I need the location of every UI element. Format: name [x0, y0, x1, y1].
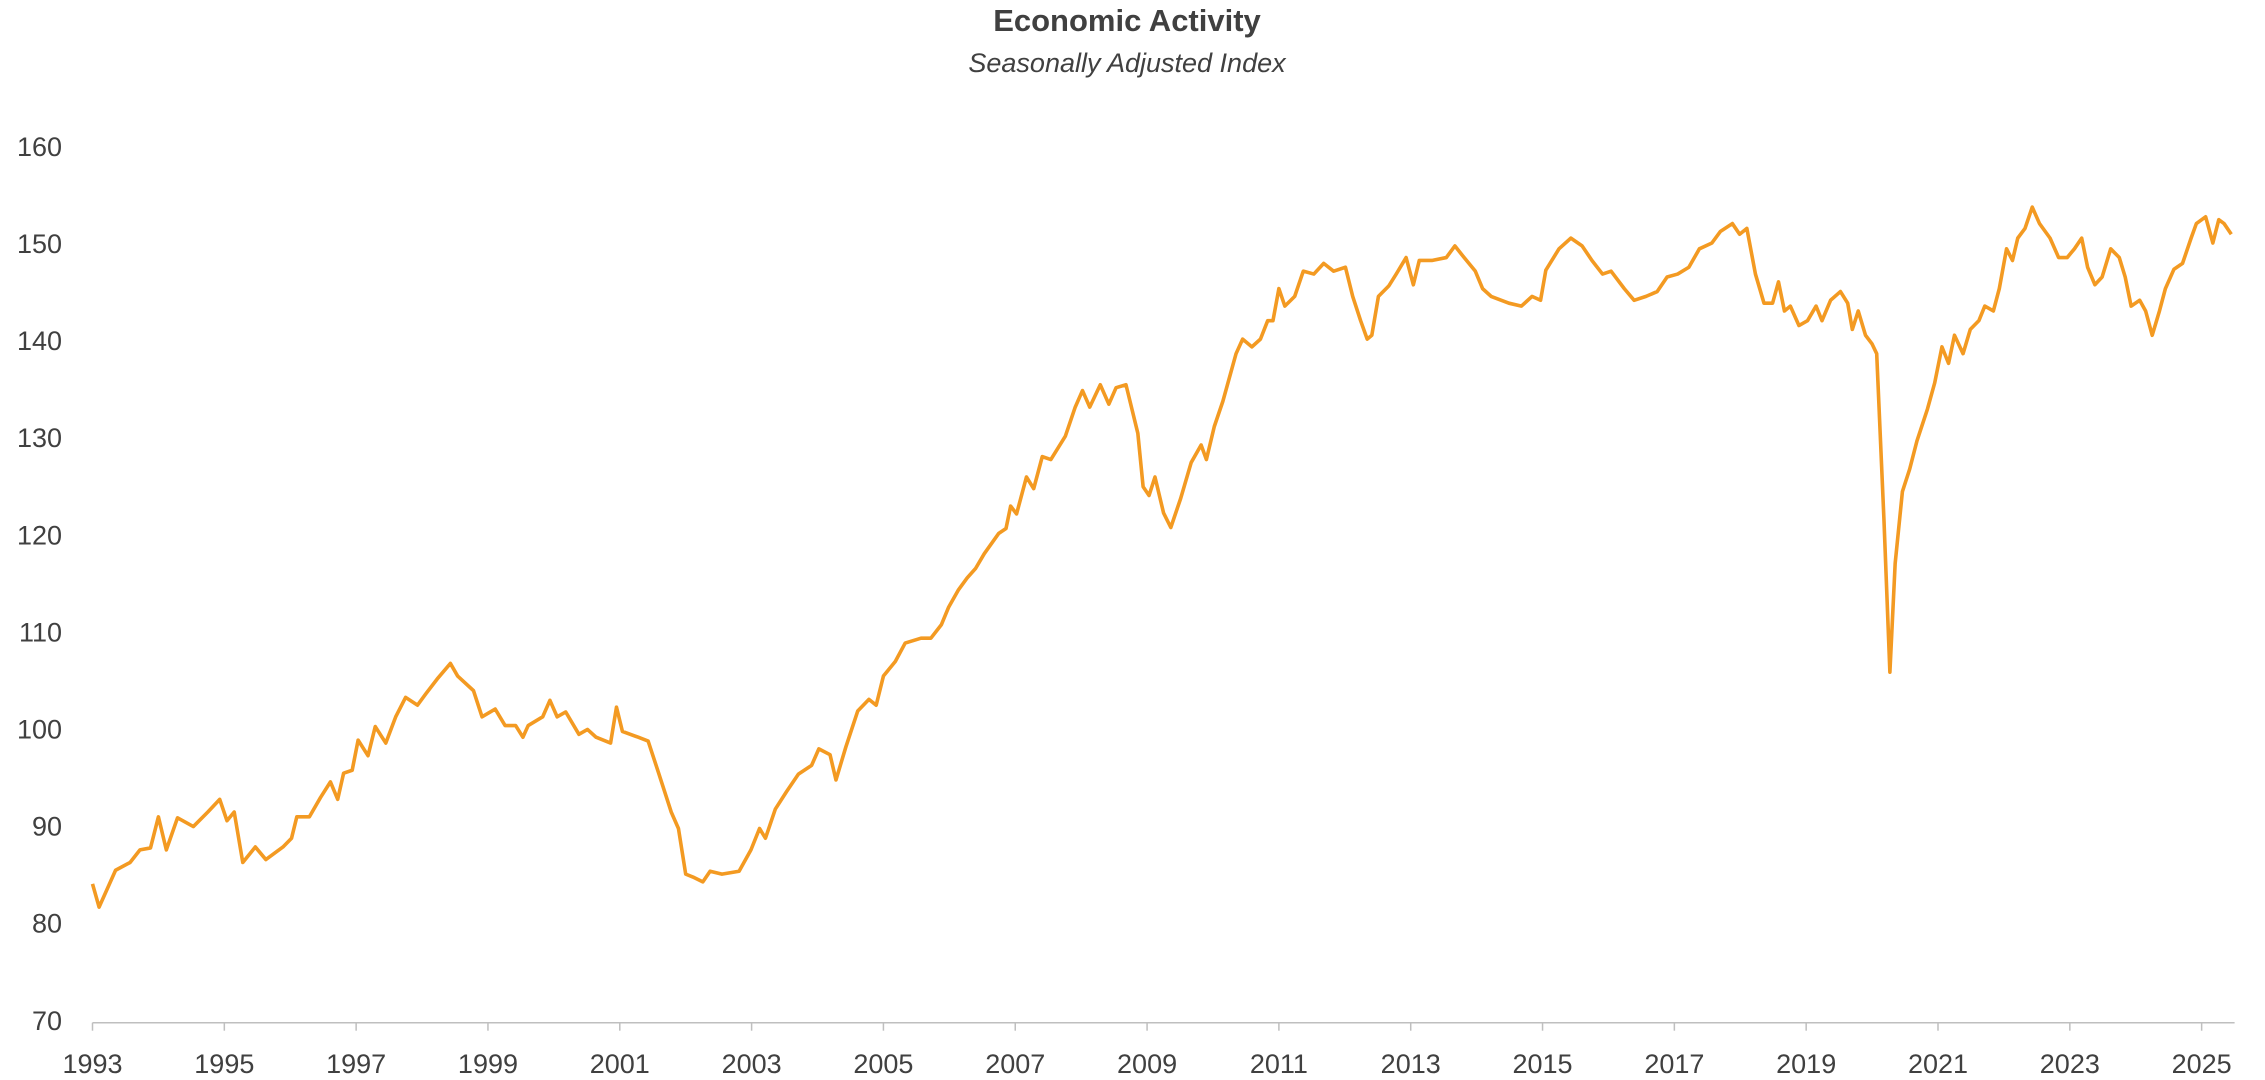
- x-tick-label: 2011: [1250, 1049, 1308, 1079]
- y-tick-label: 80: [32, 909, 62, 939]
- y-tick-label: 100: [17, 715, 62, 745]
- y-tick-label: 90: [32, 812, 62, 842]
- y-tick-label: 70: [32, 1006, 62, 1036]
- x-tick-label: 2001: [590, 1049, 650, 1079]
- x-tick-label: 2009: [1117, 1049, 1177, 1079]
- y-tick-label: 110: [19, 617, 62, 647]
- x-tick-label: 1999: [458, 1049, 518, 1079]
- x-tick-label: 2021: [1908, 1049, 1968, 1079]
- x-tick-label: 1995: [194, 1049, 254, 1079]
- x-tick-label: 2007: [985, 1049, 1045, 1079]
- x-tick-label: 1997: [326, 1049, 386, 1079]
- y-tick-label: 130: [17, 423, 62, 453]
- data-line: [90, 205, 2233, 909]
- y-tick-label: 160: [17, 132, 62, 162]
- chart-subtitle: Seasonally Adjusted Index: [968, 48, 1287, 78]
- x-tick-label: 2013: [1381, 1049, 1441, 1079]
- y-tick-label: 150: [17, 229, 62, 259]
- x-tick-label: 2019: [1776, 1049, 1836, 1079]
- x-tick-label: 2005: [853, 1049, 913, 1079]
- y-tick-label: 120: [17, 520, 62, 550]
- x-tick-label: 2025: [2172, 1049, 2232, 1079]
- x-tick-label: 2015: [1512, 1049, 1572, 1079]
- y-tick-label: 140: [17, 326, 62, 356]
- x-tick-label: 2003: [722, 1049, 782, 1079]
- x-tick-label: 1993: [62, 1049, 122, 1079]
- x-tick-label: 2017: [1644, 1049, 1704, 1079]
- chart-title: Economic Activity: [993, 3, 1261, 38]
- x-tick-label: 2023: [2040, 1049, 2100, 1079]
